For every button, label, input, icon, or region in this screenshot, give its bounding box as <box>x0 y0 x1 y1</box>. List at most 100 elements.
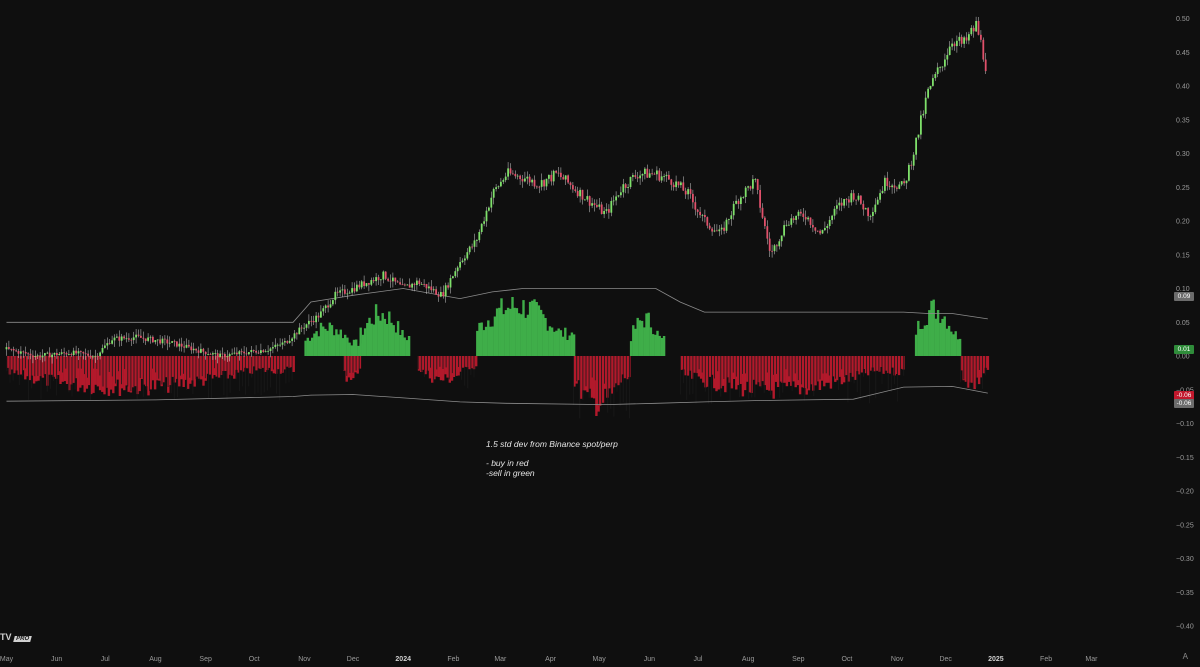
candle-down <box>166 339 169 344</box>
buy-bar-shade <box>866 356 867 375</box>
candle-up <box>545 178 548 187</box>
candle-up <box>178 343 181 347</box>
buy-bar <box>726 356 729 378</box>
buy-bar <box>274 356 278 374</box>
candle-down <box>310 320 313 322</box>
buy-bar-shade <box>869 356 870 404</box>
buy-bar-shade <box>46 356 48 392</box>
buy-bar-shade <box>978 356 980 370</box>
candle-down <box>224 354 226 358</box>
buy-bar <box>790 356 793 386</box>
candle-up <box>785 224 788 226</box>
buy-bar-shade <box>766 356 768 373</box>
auto-scale-button[interactable]: A <box>1182 652 1188 661</box>
candle-down <box>56 353 58 356</box>
buy-bar-shade <box>601 356 602 407</box>
buy-bar <box>759 356 762 387</box>
buy-bar <box>285 356 289 367</box>
candle-down <box>262 350 265 352</box>
buy-bar <box>26 356 29 377</box>
candle-up <box>932 78 934 86</box>
buy-bar-shade <box>433 356 435 382</box>
candle-up <box>346 293 349 295</box>
buy-bar <box>453 356 456 377</box>
candle-down <box>152 336 154 343</box>
buy-bar <box>70 356 73 385</box>
candle-up <box>790 218 793 225</box>
buy-bar-shade <box>742 356 743 374</box>
buy-bar <box>971 356 974 383</box>
buy-bar <box>10 356 14 370</box>
buy-bar-shade <box>729 356 731 402</box>
buy-bar-shade <box>285 356 287 384</box>
y-tick-label: −0.25 <box>1176 522 1194 529</box>
candle-down <box>977 21 980 35</box>
candle-down <box>533 179 536 187</box>
candle-down <box>10 348 13 350</box>
sell-bar <box>662 336 666 356</box>
buy-bar-shade <box>80 356 82 369</box>
buy-bar-shade <box>270 356 271 388</box>
buy-bar <box>246 356 249 369</box>
buy-bar-shade <box>884 356 886 374</box>
sell-bar <box>403 337 406 356</box>
candle-up <box>975 21 977 32</box>
candle-down <box>190 346 193 351</box>
candle-up <box>548 174 550 179</box>
buy-bar <box>975 356 979 378</box>
buy-bar <box>109 356 113 390</box>
buy-bar <box>812 356 815 391</box>
candle-up <box>276 344 279 346</box>
x-tick-label: Dec <box>347 656 360 663</box>
sell-bar <box>930 300 933 356</box>
buy-bar-shade <box>430 356 431 368</box>
buy-bar <box>475 356 478 367</box>
buy-bar-shade <box>99 356 101 376</box>
candle-up <box>298 327 301 335</box>
buy-bar-shade <box>18 356 20 385</box>
y-tick-label: 0.35 <box>1176 117 1190 124</box>
y-tick-label: −0.05 <box>1176 387 1194 394</box>
buy-bar-shade <box>115 356 116 384</box>
candle-up <box>291 338 293 341</box>
sell-bar <box>377 315 380 356</box>
buy-bar-shade <box>263 356 265 393</box>
x-tick-label: 2025 <box>988 656 1004 663</box>
candle-up <box>824 228 826 231</box>
buy-bar-shade <box>25 356 26 369</box>
candle-up <box>456 267 459 272</box>
candle-up <box>284 341 286 343</box>
candle-down <box>704 215 706 218</box>
buy-bar <box>770 356 773 391</box>
buy-bar <box>63 356 67 382</box>
candle-down <box>862 203 865 210</box>
candle-up <box>615 196 617 201</box>
candle-up <box>795 215 797 220</box>
candle-up <box>315 315 317 323</box>
candle-down <box>684 190 687 195</box>
candle-down <box>965 37 968 41</box>
buy-bar-shade <box>96 356 98 369</box>
x-axis[interactable]: May Jun Jul Aug Sep Oct Nov Dec 2024 Feb Mar Apr May… <box>0 656 1098 663</box>
buy-bar <box>226 356 229 379</box>
candle-up <box>322 308 325 312</box>
candle-up <box>99 352 101 357</box>
buy-bar-shade <box>291 356 293 381</box>
y-tick-label: 0.25 <box>1176 185 1190 192</box>
candle-up <box>382 271 385 280</box>
y-axis[interactable]: 0.50 0.45 0.40 0.35 0.30 0.25 0.20 0.15 0.10 0.05… <box>1176 16 1194 631</box>
sell-bar <box>656 330 659 356</box>
candle-up <box>490 197 493 208</box>
tradingview-logo[interactable]: TV PRO <box>0 632 32 642</box>
candle-up <box>740 197 742 204</box>
buy-bar-shade <box>838 356 839 390</box>
sell-bar <box>324 328 327 356</box>
candle-down <box>257 352 260 354</box>
buy-bar <box>977 356 981 385</box>
x-tick-label: Apr <box>545 656 557 663</box>
sell-bar <box>480 322 483 356</box>
candle-up <box>452 276 454 279</box>
buy-bar-shade <box>610 356 612 409</box>
candle-up <box>956 40 958 47</box>
